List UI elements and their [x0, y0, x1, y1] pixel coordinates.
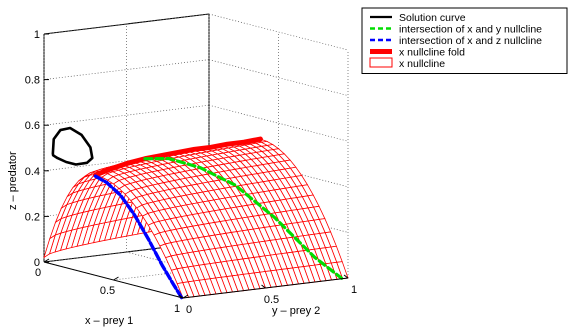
- z-tick-label: 1: [34, 29, 40, 41]
- legend-swatch-x-nullcline: [369, 57, 393, 68]
- legend-label-solution-curve: Solution curve: [399, 12, 466, 24]
- x-tick: [182, 294, 189, 299]
- y-axis-label: y – prey 2: [272, 305, 320, 317]
- z-tick-label: 0: [34, 257, 40, 269]
- grid-line: [43, 104, 210, 126]
- grid-line: [43, 13, 210, 35]
- x-tick-label: 0.5: [100, 285, 115, 297]
- x-axis-label: x – prey 1: [85, 315, 133, 327]
- x-tick-label: 0: [35, 267, 41, 279]
- series-solution-curve: [51, 126, 94, 166]
- grid-line: [208, 104, 349, 142]
- legend-label-x-nullcline: x nullcline: [399, 58, 445, 70]
- series-intersection-of-x-and-z-nullcline: [93, 174, 184, 300]
- x-tick-label: 1: [174, 303, 180, 315]
- y-tick-label: 1: [351, 284, 357, 296]
- z-tick-label: 0.4: [25, 166, 40, 178]
- grid-line: [43, 59, 210, 80]
- y-tick: [261, 284, 266, 289]
- y-tick-label: 0.5: [264, 294, 279, 306]
- series-x-nullcline-fold: [92, 136, 263, 178]
- y-tick: [343, 274, 349, 279]
- legend-box: [361, 7, 568, 74]
- series-intersection-of-x-and-y-nullcline: [143, 156, 344, 280]
- z-tick-label: 0.8: [25, 75, 40, 87]
- legend-label-intersection-of-x-and-y-nullcline: intersection of x and y nullcline: [399, 24, 542, 36]
- y-tick-label: 0: [186, 304, 192, 316]
- z-axis-label: z – predator: [7, 151, 19, 210]
- legend-label-x-nullcline-fold: x nullcline fold: [399, 47, 465, 59]
- y-tick: [178, 294, 184, 299]
- z-tick-label: 0.6: [25, 120, 40, 132]
- z-tick-label: 0.2: [25, 211, 40, 223]
- x-tick: [113, 276, 119, 281]
- x-tick: [43, 258, 50, 263]
- data-curves: [51, 126, 344, 300]
- legend-label-intersection-of-x-and-z-nullcline: intersection of x and z nullcline: [399, 35, 542, 47]
